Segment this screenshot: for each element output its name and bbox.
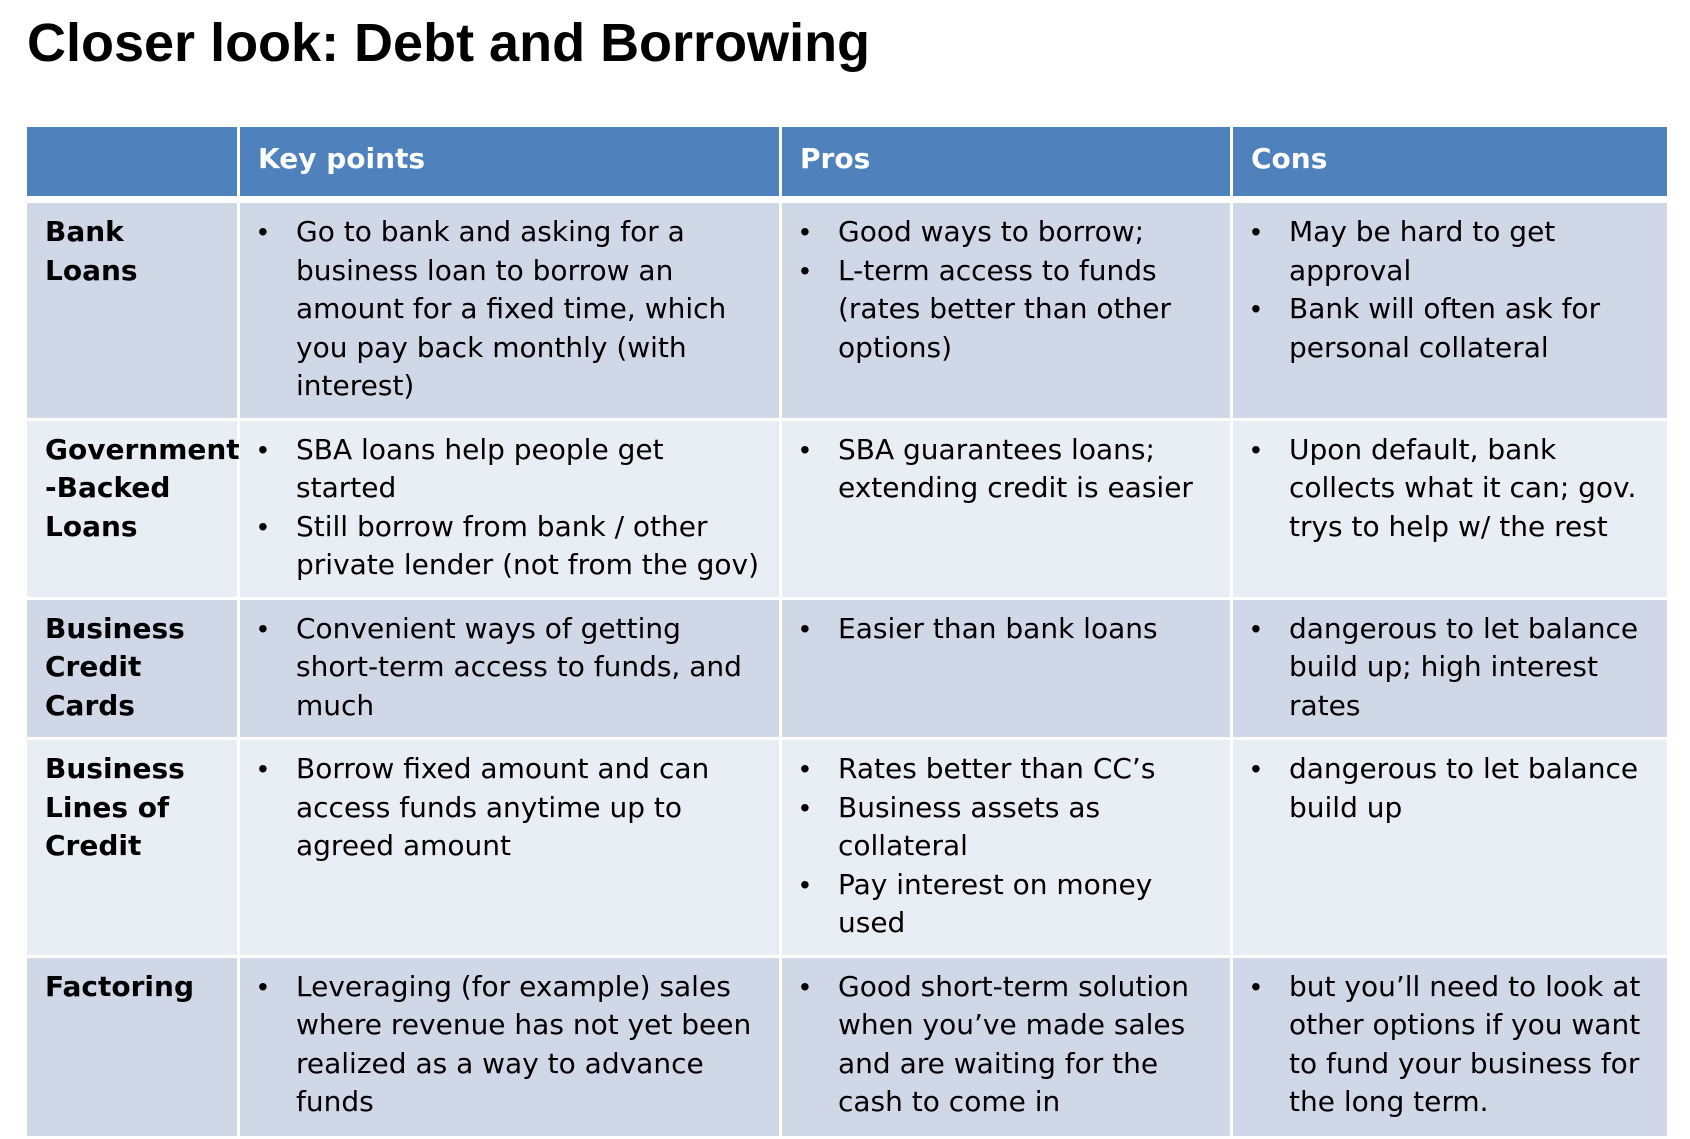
pros-cell: Good short-term solution when you’ve mad… xyxy=(782,957,1233,1139)
pros-cell: Good ways to borrow; L-term access to fu… xyxy=(782,203,1233,421)
header-cell-key-points: Key points xyxy=(240,127,782,203)
header-cell-pros: Pros xyxy=(782,127,1233,203)
bullet-item: Still borrow from bank / other private l… xyxy=(258,508,765,585)
bullet-item: dangerous to let balance build up xyxy=(1251,750,1653,827)
bullet-item: Easier than bank loans xyxy=(800,610,1216,649)
bullet-item: Upon default, bank collects what it can;… xyxy=(1251,431,1653,547)
key-points-cell: Convenient ways of getting short-term ac… xyxy=(240,599,782,740)
debt-borrowing-table: Key points Pros Cons Bank Loans Go to ba… xyxy=(27,127,1667,1139)
bullet-item: Go to bank and asking for a business loa… xyxy=(258,213,765,406)
key-points-cell: Borrow fixed amount and can access funds… xyxy=(240,740,782,958)
row-label: Factoring xyxy=(27,957,240,1139)
cons-cell: Upon default, bank collects what it can;… xyxy=(1233,420,1667,600)
pros-cell: SBA guarantees loans; extending credit i… xyxy=(782,420,1233,600)
bullet-item: SBA guarantees loans; extending credit i… xyxy=(800,431,1216,508)
table-row-government-backed-loans: Government -Backed Loans SBA loans help … xyxy=(27,420,1667,600)
bullet-item: May be hard to get approval xyxy=(1251,213,1653,290)
bullet-item: Good ways to borrow; xyxy=(800,213,1216,252)
row-label: Government -Backed Loans xyxy=(27,420,240,600)
cons-cell: May be hard to get approval Bank will of… xyxy=(1233,203,1667,421)
row-label: Business Lines of Credit xyxy=(27,740,240,958)
key-points-cell: SBA loans help people get started Still … xyxy=(240,420,782,600)
bullet-item: dangerous to let balance build up; high … xyxy=(1251,610,1653,726)
pros-cell: Easier than bank loans xyxy=(782,599,1233,740)
bullet-item: L-term access to funds (rates better tha… xyxy=(800,252,1216,368)
header-cell-cons: Cons xyxy=(1233,127,1667,203)
key-points-cell: Go to bank and asking for a business loa… xyxy=(240,203,782,421)
cons-cell: dangerous to let balance build up xyxy=(1233,740,1667,958)
table-row-factoring: Factoring Leveraging (for example) sales… xyxy=(27,957,1667,1139)
slide-title: Closer look: Debt and Borrowing xyxy=(27,13,871,73)
pros-cell: Rates better than CC’s Business assets a… xyxy=(782,740,1233,958)
cons-cell: but you’ll need to look at other options… xyxy=(1233,957,1667,1139)
table-row-business-credit-cards: Business Credit Cards Convenient ways of… xyxy=(27,599,1667,740)
bullet-item: Borrow fixed amount and can access funds… xyxy=(258,750,765,866)
cons-cell: dangerous to let balance build up; high … xyxy=(1233,599,1667,740)
row-label: Bank Loans xyxy=(27,203,240,421)
bullet-item: Leveraging (for example) sales where rev… xyxy=(258,968,765,1122)
table-row-bank-loans: Bank Loans Go to bank and asking for a b… xyxy=(27,203,1667,421)
row-label: Business Credit Cards xyxy=(27,599,240,740)
bullet-item: Business assets as collateral xyxy=(800,789,1216,866)
bullet-item: but you’ll need to look at other options… xyxy=(1251,968,1653,1122)
table-row-business-lines-of-credit: Business Lines of Credit Borrow fixed am… xyxy=(27,740,1667,958)
bullet-item: Bank will often ask for personal collate… xyxy=(1251,290,1653,367)
key-points-cell: Leveraging (for example) sales where rev… xyxy=(240,957,782,1139)
bullet-item: Pay interest on money used xyxy=(800,866,1216,943)
bullet-item: SBA loans help people get started xyxy=(258,431,765,508)
header-cell-corner xyxy=(27,127,240,203)
bullet-item: Rates better than CC’s xyxy=(800,750,1216,789)
bullet-item: Convenient ways of getting short-term ac… xyxy=(258,610,765,726)
table-header-row: Key points Pros Cons xyxy=(27,127,1667,203)
bullet-item: Good short-term solution when you’ve mad… xyxy=(800,968,1216,1122)
